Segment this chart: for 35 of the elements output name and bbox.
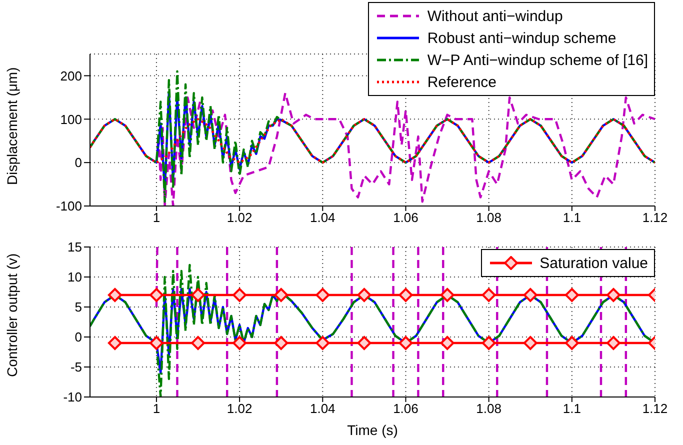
y-tick-label: 5 [74,300,82,315]
y-tick-label: 200 [60,68,82,84]
x-axis-title: Time (s) [347,422,398,438]
line-series [90,70,655,203]
x-tick-label: 1.02 [226,210,252,226]
y-tick-label: 15 [68,240,82,255]
y-tick-label: 0 [74,330,82,345]
x-tick-label: 1.08 [476,401,502,416]
x-tick-label: 1.06 [393,210,418,226]
y-tick-label: -100 [56,198,82,214]
x-tick-label: 1.12 [642,401,668,416]
legend-label: Robust anti−windup scheme [427,30,616,46]
y-tick-label: 0 [74,155,82,170]
x-tick-label: 1.12 [642,210,668,226]
y-tick-label: -10 [63,390,82,405]
x-tick-label: 1.1 [562,401,581,416]
legend-label: Reference [427,74,497,90]
legend-label: Saturation value [540,254,648,272]
x-tick-label: 1.02 [226,401,252,416]
x-tick-label: 1.1 [562,210,581,226]
legend-label: Without anti−windup [427,8,563,24]
line-series [155,92,655,206]
y-tick-label: 100 [60,112,82,127]
legend-label: W−P Anti−windup scheme of [16] [427,52,648,68]
x-tick-label: 1.04 [310,401,336,416]
x-tick-label: 1.04 [310,210,336,226]
y-tick-label: -5 [70,360,82,375]
y-axis-title: Displacement (μm) [4,67,20,185]
x-tick-label: 1.06 [393,401,418,416]
x-tick-label: 1.08 [476,210,502,226]
line-series [90,118,655,164]
x-tick-label: 1 [152,401,160,416]
x-tick-label: 1 [152,210,160,226]
y-tick-label: 10 [68,270,82,285]
y-axis-title: Controller output (v) [4,253,20,377]
